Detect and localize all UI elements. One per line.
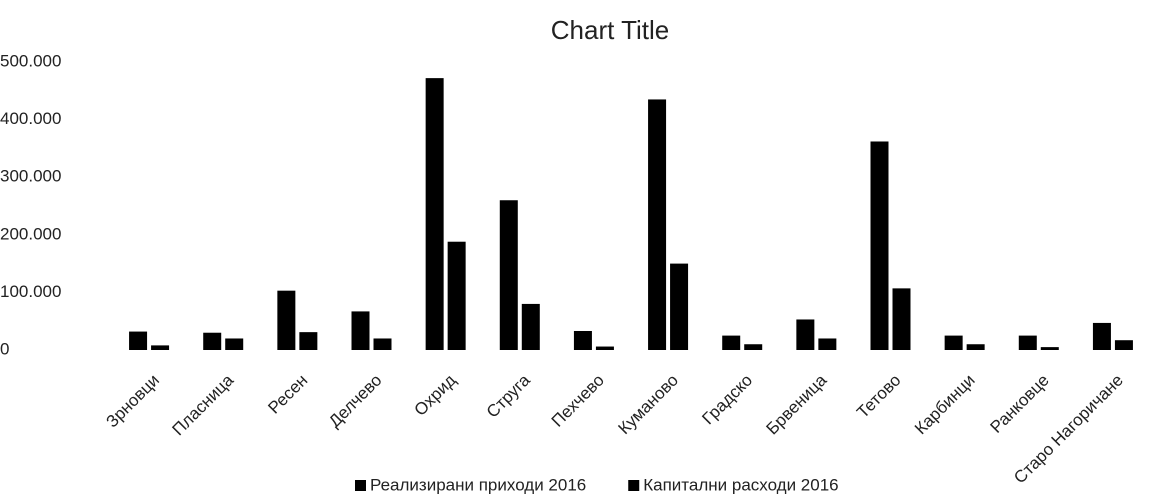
y-tick-label: 500.000 bbox=[0, 51, 61, 70]
y-tick-label: 0 bbox=[0, 339, 9, 358]
bar bbox=[499, 200, 518, 350]
x-tick-label: Делчево bbox=[325, 371, 386, 432]
bar bbox=[892, 288, 911, 350]
bar bbox=[670, 263, 689, 350]
bar bbox=[595, 346, 614, 350]
legend-swatch bbox=[628, 480, 640, 491]
legend-label: Реализирани приходи 2016 bbox=[370, 475, 586, 494]
x-tick-label: Градско bbox=[698, 371, 756, 429]
bar bbox=[944, 335, 963, 350]
legend-label: Капитални расходи 2016 bbox=[643, 475, 838, 494]
x-tick-label: Карбинци bbox=[911, 371, 979, 439]
x-tick-label: Струга bbox=[483, 370, 534, 421]
x-tick-label: Зрновци bbox=[102, 371, 163, 432]
y-tick-label: 400.000 bbox=[0, 109, 61, 128]
bar bbox=[151, 345, 170, 350]
y-tick-label: 200.000 bbox=[0, 224, 61, 243]
bar bbox=[129, 331, 148, 350]
x-tick-label: Пласница bbox=[169, 370, 238, 439]
bar bbox=[722, 335, 741, 350]
bar bbox=[1018, 335, 1037, 350]
legend-swatch bbox=[355, 480, 366, 491]
bar bbox=[351, 311, 370, 350]
x-tick-label: Охрид bbox=[411, 371, 460, 420]
bar bbox=[870, 141, 889, 350]
y-tick-label: 300.000 bbox=[0, 167, 61, 186]
bar bbox=[425, 78, 444, 351]
bar bbox=[203, 332, 222, 350]
bar bbox=[966, 344, 985, 350]
bar bbox=[744, 344, 763, 350]
bar bbox=[225, 338, 244, 350]
x-tick-label: Пехчево bbox=[548, 371, 608, 431]
bar bbox=[299, 332, 318, 350]
chart-title: Chart Title bbox=[551, 15, 670, 45]
x-tick-label: Ресен bbox=[264, 371, 311, 418]
x-tick-label: Ранковце bbox=[987, 371, 1053, 437]
bar bbox=[818, 338, 837, 350]
x-tick-label: Брвеница bbox=[762, 370, 830, 438]
bar bbox=[1092, 322, 1111, 350]
bar bbox=[1040, 347, 1059, 350]
bar bbox=[796, 319, 815, 350]
y-tick-label: 100.000 bbox=[0, 282, 61, 301]
x-tick-label: Тетово bbox=[853, 371, 904, 422]
x-tick-label: Куманово bbox=[615, 371, 683, 439]
bar bbox=[573, 330, 592, 350]
bar bbox=[648, 99, 667, 350]
bar bbox=[447, 241, 466, 350]
bar bbox=[277, 290, 296, 350]
bar bbox=[521, 303, 540, 350]
bar bbox=[1114, 340, 1133, 350]
bar bbox=[373, 338, 392, 350]
